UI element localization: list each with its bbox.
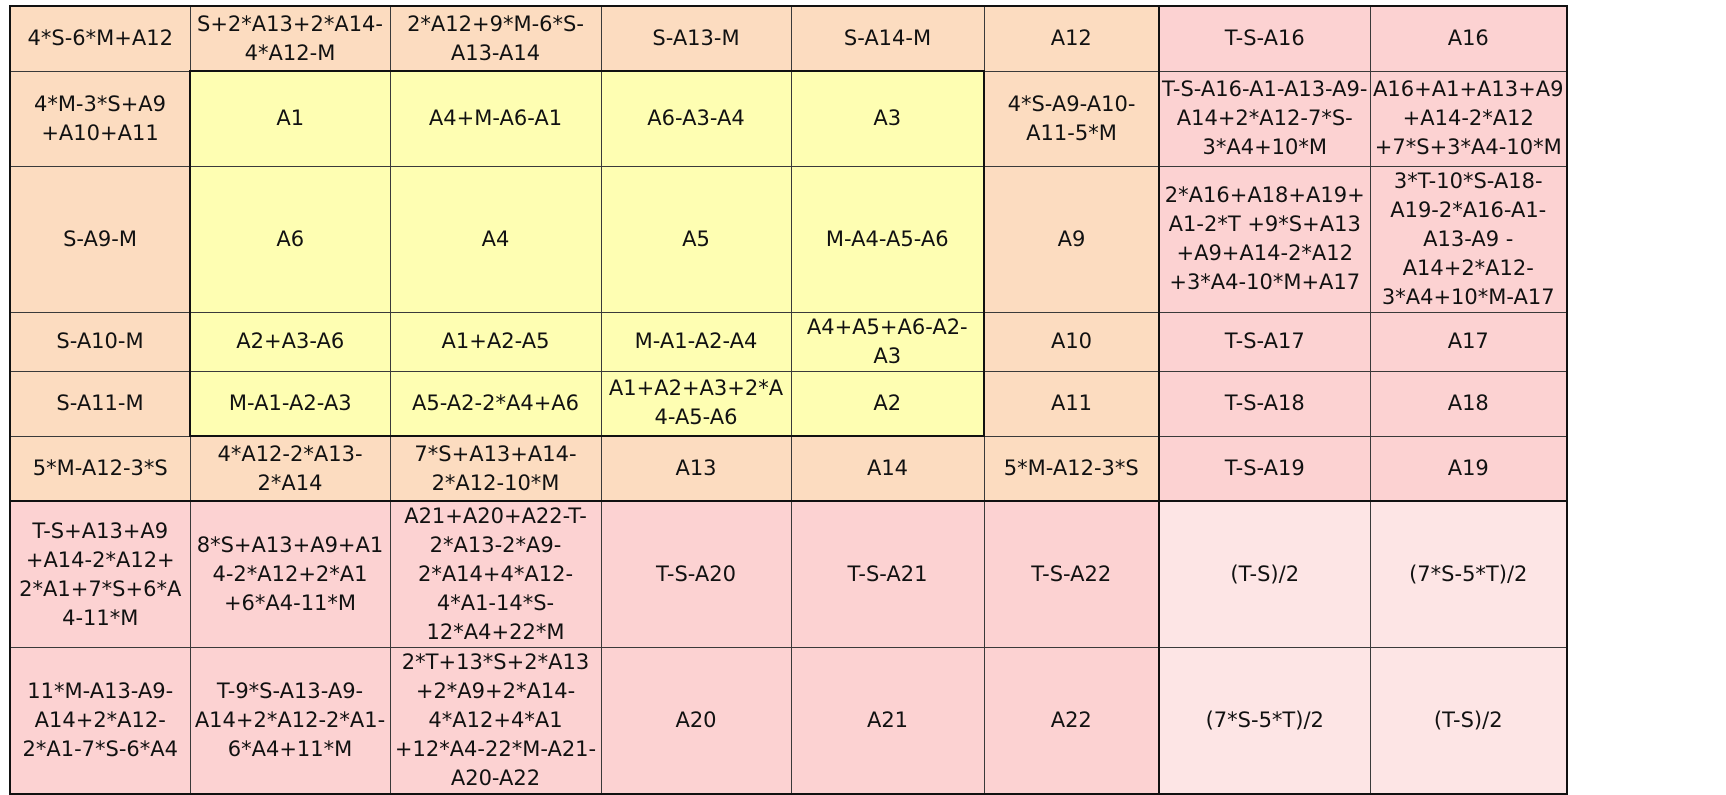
grid-cell[interactable]: A22 — [983, 647, 1160, 795]
grid-row-2: 4*M-3*S+A9 +A10+A11 A1 A4+M-A6-A1 A6-A3-… — [9, 70, 1568, 167]
grid-cell[interactable]: T-S+A13+A9 +A14-2*A12+ 2*A1+7*S+6*A4-11*… — [9, 500, 191, 648]
grid-cell[interactable]: A11 — [983, 370, 1160, 437]
grid-cell[interactable]: T-9*S-A13-A9-A14+2*A12-2*A1-6*A4+11*M — [189, 647, 391, 795]
grid-cell[interactable]: (7*S-5*T)/2 — [1158, 647, 1371, 795]
grid-cell[interactable]: A17 — [1369, 311, 1568, 372]
grid-row-6: 5*M-A12-3*S 4*A12-2*A13-2*A14 7*S+A13+A1… — [9, 435, 1568, 502]
grid-cell[interactable]: (7*S-5*T)/2 — [1369, 500, 1568, 648]
grid-cell[interactable]: A16+A1+A13+A9 +A14-2*A12 +7*S+3*A4-10*M — [1369, 70, 1568, 167]
grid-row-4: S-A10-M A2+A3-A6 A1+A2-A5 M-A1-A2-A4 A4+… — [9, 311, 1568, 372]
grid-cell[interactable]: M-A1-A2-A4 — [600, 311, 792, 372]
grid-cell[interactable]: A5 — [600, 165, 792, 313]
grid-cell[interactable]: (T-S)/2 — [1369, 647, 1568, 795]
grid-cell[interactable]: A21+A20+A22-T-2*A13-2*A9-2*A14+4*A12-4*A… — [389, 500, 602, 648]
grid-cell[interactable]: A20 — [600, 647, 792, 795]
grid-cell[interactable]: S-A14-M — [790, 5, 985, 72]
grid-cell[interactable]: A18 — [1369, 370, 1568, 437]
grid-cell[interactable]: A16 — [1369, 5, 1568, 72]
grid-row-7: T-S+A13+A9 +A14-2*A12+ 2*A1+7*S+6*A4-11*… — [9, 500, 1568, 648]
grid-cell[interactable]: S+2*A13+2*A14-4*A12-M — [189, 5, 391, 72]
grid-row-8: 11*M-A13-A9-A14+2*A12-2*A1-7*S-6*A4 T-9*… — [9, 647, 1568, 795]
grid-cell[interactable]: A4 — [389, 165, 602, 313]
grid-cell[interactable]: 5*M-A12-3*S — [983, 435, 1160, 502]
grid-cell[interactable]: 4*S-6*M+A12 — [9, 5, 191, 72]
grid-cell[interactable]: 3*T-10*S-A18-A19-2*A16-A1-A13-A9 -A14+2*… — [1369, 165, 1568, 313]
grid-cell[interactable]: S-A11-M — [9, 370, 191, 437]
grid-cell[interactable]: 4*M-3*S+A9 +A10+A11 — [9, 70, 191, 167]
grid-cell[interactable]: A19 — [1369, 435, 1568, 502]
grid-row-5: S-A11-M M-A1-A2-A3 A5-A2-2*A4+A6 A1+A2+A… — [9, 370, 1568, 437]
grid-cell[interactable]: 7*S+A13+A14-2*A12-10*M — [389, 435, 602, 502]
grid-cell[interactable]: S-A10-M — [9, 311, 191, 372]
grid-cell[interactable]: T-S-A18 — [1158, 370, 1371, 437]
grid-cell[interactable]: A1+A2+A3+2*A4-A5-A6 — [600, 370, 792, 437]
grid-cell[interactable]: A13 — [600, 435, 792, 502]
grid-cell[interactable]: M-A4-A5-A6 — [790, 165, 985, 313]
grid-cell[interactable]: A3 — [790, 70, 985, 167]
formula-grid: 4*S-6*M+A12 S+2*A13+2*A14-4*A12-M 2*A12+… — [9, 5, 1568, 795]
grid-cell[interactable]: T-S-A16-A1-A13-A9-A14+2*A12-7*S-3*A4+10*… — [1158, 70, 1371, 167]
grid-cell[interactable]: A9 — [983, 165, 1160, 313]
grid-cell[interactable]: S-A13-M — [600, 5, 792, 72]
grid-cell[interactable]: T-S-A21 — [790, 500, 985, 648]
grid-cell[interactable]: T-S-A16 — [1158, 5, 1371, 72]
grid-cell[interactable]: T-S-A19 — [1158, 435, 1371, 502]
grid-cell[interactable]: 4*A12-2*A13-2*A14 — [189, 435, 391, 502]
grid-cell[interactable]: A12 — [983, 5, 1160, 72]
grid-cell[interactable]: A4+A5+A6-A2-A3 — [790, 311, 985, 372]
grid-cell[interactable]: A2 — [790, 370, 985, 437]
grid-row-3: S-A9-M A6 A4 A5 M-A4-A5-A6 A9 2*A16+A18+… — [9, 165, 1568, 313]
grid-cell[interactable]: (T-S)/2 — [1158, 500, 1371, 648]
grid-cell[interactable]: A5-A2-2*A4+A6 — [389, 370, 602, 437]
grid-cell[interactable]: A21 — [790, 647, 985, 795]
grid-cell[interactable]: 11*M-A13-A9-A14+2*A12-2*A1-7*S-6*A4 — [9, 647, 191, 795]
grid-cell[interactable]: 2*A12+9*M-6*S-A13-A14 — [389, 5, 602, 72]
grid-cell[interactable]: 2*T+13*S+2*A13 +2*A9+2*A14-4*A12+4*A1 +1… — [389, 647, 602, 795]
grid-cell[interactable]: A2+A3-A6 — [189, 311, 391, 372]
grid-cell[interactable]: M-A1-A2-A3 — [189, 370, 391, 437]
grid-cell[interactable]: A6 — [189, 165, 391, 313]
grid-cell[interactable]: A10 — [983, 311, 1160, 372]
grid-cell[interactable]: 5*M-A12-3*S — [9, 435, 191, 502]
grid-cell[interactable]: 2*A16+A18+A19+ A1-2*T +9*S+A13 +A9+A14-2… — [1158, 165, 1371, 313]
grid-cell[interactable]: T-S-A17 — [1158, 311, 1371, 372]
grid-cell[interactable]: A1 — [189, 70, 391, 167]
grid-cell[interactable]: T-S-A20 — [600, 500, 792, 648]
grid-cell[interactable]: A6-A3-A4 — [600, 70, 792, 167]
grid-cell[interactable]: S-A9-M — [9, 165, 191, 313]
grid-cell[interactable]: T-S-A22 — [983, 500, 1160, 648]
grid-cell[interactable]: A1+A2-A5 — [389, 311, 602, 372]
grid-cell[interactable]: A14 — [790, 435, 985, 502]
grid-cell[interactable]: 4*S-A9-A10-A11-5*M — [983, 70, 1160, 167]
grid-cell[interactable]: 8*S+A13+A9+A14-2*A12+2*A1 +6*A4-11*M — [189, 500, 391, 648]
grid-row-1: 4*S-6*M+A12 S+2*A13+2*A14-4*A12-M 2*A12+… — [9, 5, 1568, 72]
grid-cell[interactable]: A4+M-A6-A1 — [389, 70, 602, 167]
